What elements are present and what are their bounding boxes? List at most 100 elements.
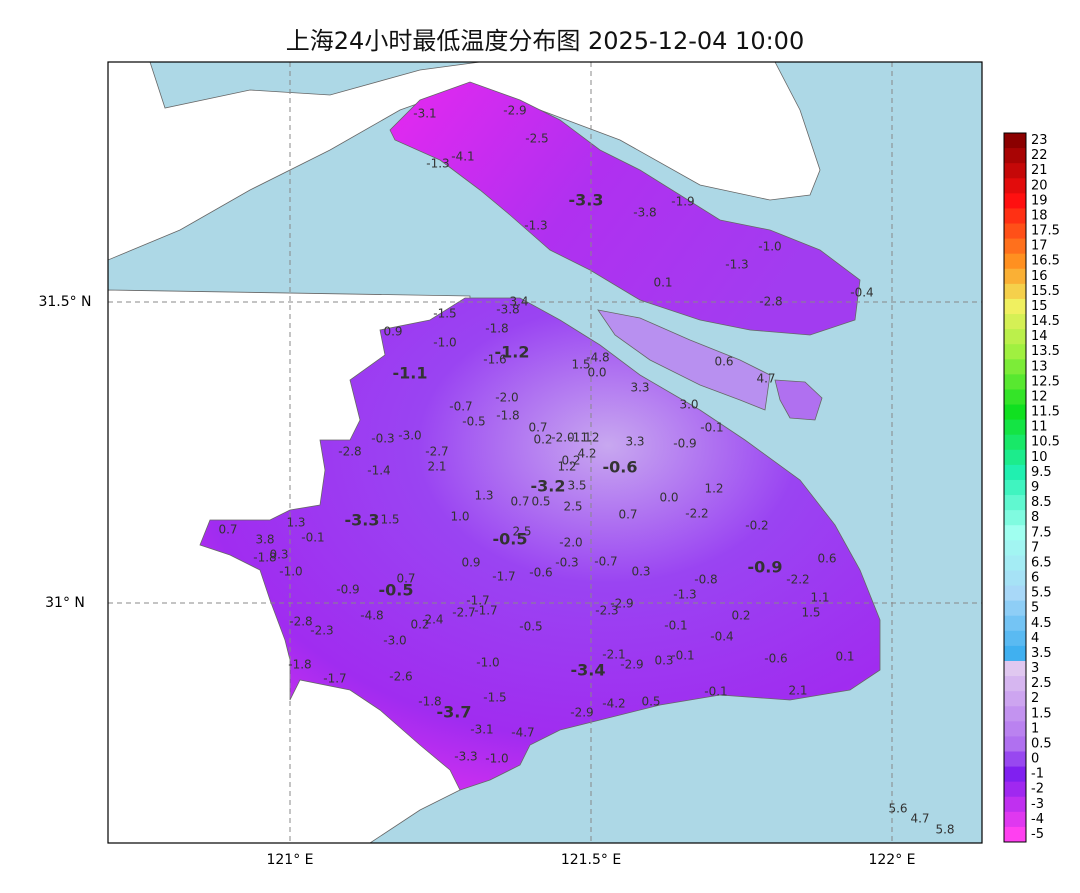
station-value: 1.5: [571, 358, 590, 372]
station-value: -4.1: [451, 150, 474, 164]
colorbar-cell: [1004, 721, 1026, 737]
station-value: 0.3: [631, 565, 650, 579]
colorbar-label: 16: [1031, 269, 1048, 284]
station-value: 4.2: [577, 447, 596, 461]
colorbar-cell: [1004, 344, 1026, 360]
colorbar-cell: [1004, 766, 1026, 783]
station-value: -2.2: [786, 573, 809, 587]
colorbar-label: 9.5: [1031, 465, 1052, 480]
station-value: 1.3: [474, 489, 493, 503]
station-value: 0.5: [641, 695, 660, 709]
colorbar-cell: [1004, 811, 1026, 828]
lat-label: 31° N: [45, 595, 85, 611]
station-value: 4.7: [910, 812, 929, 826]
colorbar-cell: [1004, 585, 1026, 602]
colorbar-cell: [1004, 193, 1026, 209]
station-value: -0.6: [764, 652, 787, 666]
station-value: -1.3: [725, 258, 748, 272]
station-value: -3.8: [633, 206, 656, 220]
colorbar-cell: [1004, 796, 1026, 813]
station-value: -2.8: [289, 615, 312, 629]
station-value: -0.5: [493, 530, 528, 549]
colorbar-label: 13.5: [1031, 344, 1060, 359]
colorbar-cell: [1004, 314, 1026, 330]
colorbar-cell: [1004, 359, 1026, 375]
station-value: 3.5: [567, 479, 586, 493]
colorbar-cell: [1004, 540, 1026, 556]
station-value: -3.8: [496, 303, 519, 317]
colorbar-label: 17.5: [1031, 224, 1060, 239]
colorbar-label: 7.5: [1031, 525, 1052, 540]
colorbar-label: 15.5: [1031, 284, 1060, 299]
colorbar-label: 5.5: [1031, 586, 1052, 601]
station-value: -4.7: [511, 726, 534, 740]
colorbar-cell: [1004, 660, 1026, 677]
colorbar-label: 21: [1031, 163, 1048, 178]
colorbar-cell: [1004, 208, 1026, 225]
colorbar-cell: [1004, 404, 1026, 421]
station-value: -3.1: [470, 723, 493, 737]
colorbar-label: 12: [1031, 389, 1048, 404]
colorbar-label: 10: [1031, 450, 1048, 465]
colorbar-cell: [1004, 615, 1026, 632]
colorbar-label: 19: [1031, 193, 1048, 208]
colorbar-label: 0.5: [1031, 736, 1052, 751]
lat-label: 31.5° N: [38, 294, 91, 310]
station-value: -1.1: [393, 364, 428, 383]
station-value: 1.1: [810, 591, 829, 605]
colorbar-cell: [1004, 751, 1026, 768]
station-value: 2.1: [788, 684, 807, 698]
station-value: 0.7: [396, 572, 415, 586]
station-value: 0.6: [714, 355, 733, 369]
colorbar-cell: [1004, 283, 1026, 300]
colorbar-label: -4: [1031, 812, 1044, 827]
station-value: -3.3: [345, 511, 380, 530]
colorbar-label: 16.5: [1031, 254, 1060, 269]
station-value: -2.9: [503, 104, 526, 118]
station-value: 0.2: [410, 618, 429, 632]
colorbar-label: -3: [1031, 797, 1044, 812]
station-value: -3.2: [531, 477, 566, 496]
station-value: 0.1: [653, 276, 672, 290]
station-value: 5.8: [935, 823, 954, 837]
station-value: -2.6: [389, 670, 412, 684]
station-value: 0.7: [528, 421, 547, 435]
frame: [107, 61, 983, 844]
station-value: 1.3: [286, 516, 305, 530]
colorbar-label: 6.5: [1031, 555, 1052, 570]
station-value: -3.7: [437, 703, 472, 722]
station-value: -1.0: [476, 656, 499, 670]
colorbar-label: 3.5: [1031, 646, 1052, 661]
station-value: -2.0: [559, 536, 582, 550]
lon-label: 122° E: [868, 852, 915, 868]
colorbar-label: 10.5: [1031, 435, 1060, 450]
station-value: -1.7: [492, 570, 515, 584]
colorbar-label: 17: [1031, 239, 1048, 254]
colorbar-label: 23: [1031, 133, 1048, 148]
station-value: -2.8: [338, 445, 361, 459]
station-value: 3.8: [255, 533, 274, 547]
station-value: -2.9: [570, 706, 593, 720]
station-value: -2.0: [495, 391, 518, 405]
colorbar-cell: [1004, 630, 1026, 647]
station-value: -2.3: [595, 604, 618, 618]
station-value: -0.1: [704, 685, 727, 699]
colorbar-cell: [1004, 223, 1026, 240]
station-value: -0.3: [555, 556, 578, 570]
station-value: 1.2: [580, 431, 599, 445]
colorbar-label: 11.5: [1031, 405, 1060, 420]
colorbar-frame: [1003, 132, 1027, 843]
station-value: -1.2: [495, 343, 530, 362]
station-value: -0.9: [336, 583, 359, 597]
chongming-island: [389, 81, 861, 336]
station-value: -0.1: [664, 619, 687, 633]
colorbar-cell: [1004, 389, 1026, 406]
station-value: -1.3: [426, 157, 449, 171]
station-value: 0.9: [383, 325, 402, 339]
colorbar-cell: [1004, 676, 1026, 692]
station-value: -3.3: [454, 750, 477, 764]
station-value: -3.0: [383, 634, 406, 648]
station-value: -1.8: [418, 695, 441, 709]
station-value: 0.2: [731, 609, 750, 623]
colorbar-cell: [1004, 163, 1026, 179]
